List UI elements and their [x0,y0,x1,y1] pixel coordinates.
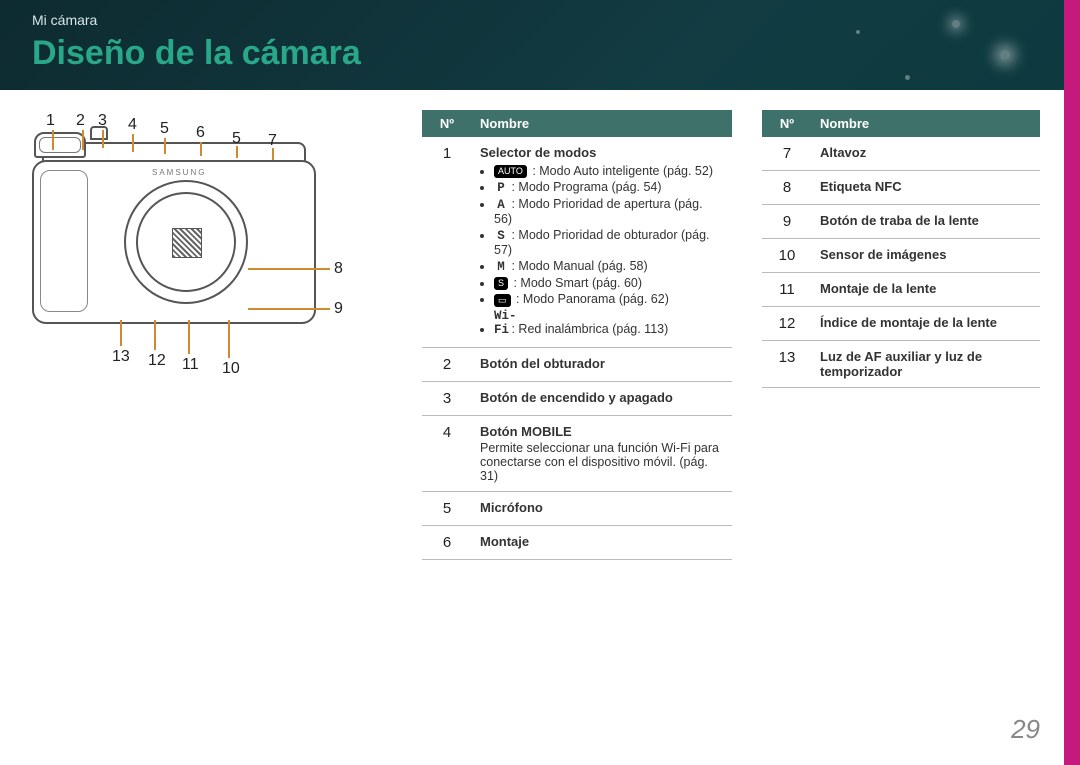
row-no: 7 [762,137,812,171]
page-title: Diseño de la cámara [32,34,361,73]
row-no: 12 [762,307,812,341]
mode-item: P : Modo Programa (pág. 54) [494,180,724,195]
callout-10: 10 [222,360,240,378]
row-name: Micrófono [472,491,732,525]
row-no: 1 [422,137,472,347]
th-name-2: Nombre [812,110,1040,137]
row-name: Sensor de imágenes [812,239,1040,273]
row-name: Botón MOBILEPermite seleccionar una func… [472,415,732,491]
row-no: 4 [422,415,472,491]
row-no: 6 [422,525,472,559]
row-name: Selector de modosAUTO : Modo Auto inteli… [472,137,732,347]
mode-item: A : Modo Prioridad de apertura (pág. 56) [494,197,724,226]
table-row: 3 Botón de encendido y apagado [422,381,732,415]
page-number: 29 [1011,714,1040,745]
row-name: Montaje [472,525,732,559]
table-row: 6 Montaje [422,525,732,559]
parts-table-1: Nº Nombre 1 Selector de modosAUTO : Modo… [422,110,732,735]
callout-11: 11 [182,356,199,374]
callout-6: 6 [196,124,205,142]
row-no: 13 [762,341,812,388]
side-accent-bar [1064,0,1080,765]
callout-12: 12 [148,352,166,370]
table-row: 13 Luz de AF auxiliar y luz de temporiza… [762,341,1040,388]
row-name: Botón de traba de la lente [812,205,1040,239]
row-no: 9 [762,205,812,239]
camera-figure: SAMSUNG 1 2 3 4 5 6 5 7 8 9 13 12 11 10 [32,110,392,735]
callout-4: 4 [128,116,137,134]
th-name: Nombre [472,110,732,137]
row-no: 11 [762,273,812,307]
row-no: 5 [422,491,472,525]
mode-item: S : Modo Smart (pág. 60) [494,276,724,290]
parts-table-2: Nº Nombre 7 Altavoz 8 Etiqueta NFC 9 Bot… [762,110,1040,735]
table-row: 7 Altavoz [762,137,1040,171]
main-layout: SAMSUNG 1 2 3 4 5 6 5 7 8 9 13 12 11 10 [32,110,1040,735]
row-no: 3 [422,381,472,415]
row-no: 8 [762,171,812,205]
row-name: Montaje de la lente [812,273,1040,307]
th-no: Nº [422,110,472,137]
mode-item: ▭ : Modo Panorama (pág. 62) [494,292,724,306]
table-row: 12 Índice de montaje de la lente [762,307,1040,341]
mode-item: S : Modo Prioridad de obturador (pág. 57… [494,228,724,257]
row-name: Índice de montaje de la lente [812,307,1040,341]
callout-2: 2 [76,112,85,130]
row-name: Botón de encendido y apagado [472,381,732,415]
table-row: 8 Etiqueta NFC [762,171,1040,205]
mode-item: Wi-Fi : Red inalámbrica (pág. 113) [494,309,724,337]
callout-8: 8 [334,260,343,278]
callout-13: 13 [112,348,130,366]
row-name: Botón del obturador [472,347,732,381]
row-no: 10 [762,239,812,273]
callout-1: 1 [46,112,55,130]
row-no: 2 [422,347,472,381]
table-row: 2 Botón del obturador [422,347,732,381]
table-row: 11 Montaje de la lente [762,273,1040,307]
row-name: Etiqueta NFC [812,171,1040,205]
th-no-2: Nº [762,110,812,137]
callout-5a: 5 [160,120,169,138]
table-row: 10 Sensor de imágenes [762,239,1040,273]
table-row: 5 Micrófono [422,491,732,525]
table-row: 1 Selector de modosAUTO : Modo Auto inte… [422,137,732,347]
callout-3: 3 [98,112,107,130]
callout-9: 9 [334,300,343,318]
table-row: 9 Botón de traba de la lente [762,205,1040,239]
mode-item: AUTO : Modo Auto inteligente (pág. 52) [494,164,724,178]
row-name: Luz de AF auxiliar y luz de temporizador [812,341,1040,388]
row-name: Altavoz [812,137,1040,171]
breadcrumb: Mi cámara [32,12,97,28]
mode-item: M : Modo Manual (pág. 58) [494,259,724,274]
table-row: 4 Botón MOBILEPermite seleccionar una fu… [422,415,732,491]
